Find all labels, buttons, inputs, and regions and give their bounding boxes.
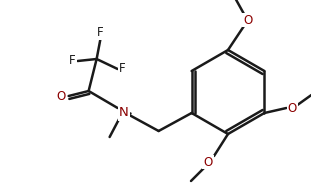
Text: O: O [244,14,253,26]
Text: F: F [69,55,76,68]
Text: N: N [119,107,128,120]
Text: O: O [288,102,297,115]
Text: O: O [56,90,65,102]
Text: O: O [203,156,213,169]
Text: F: F [119,63,126,75]
Text: F: F [97,26,104,40]
